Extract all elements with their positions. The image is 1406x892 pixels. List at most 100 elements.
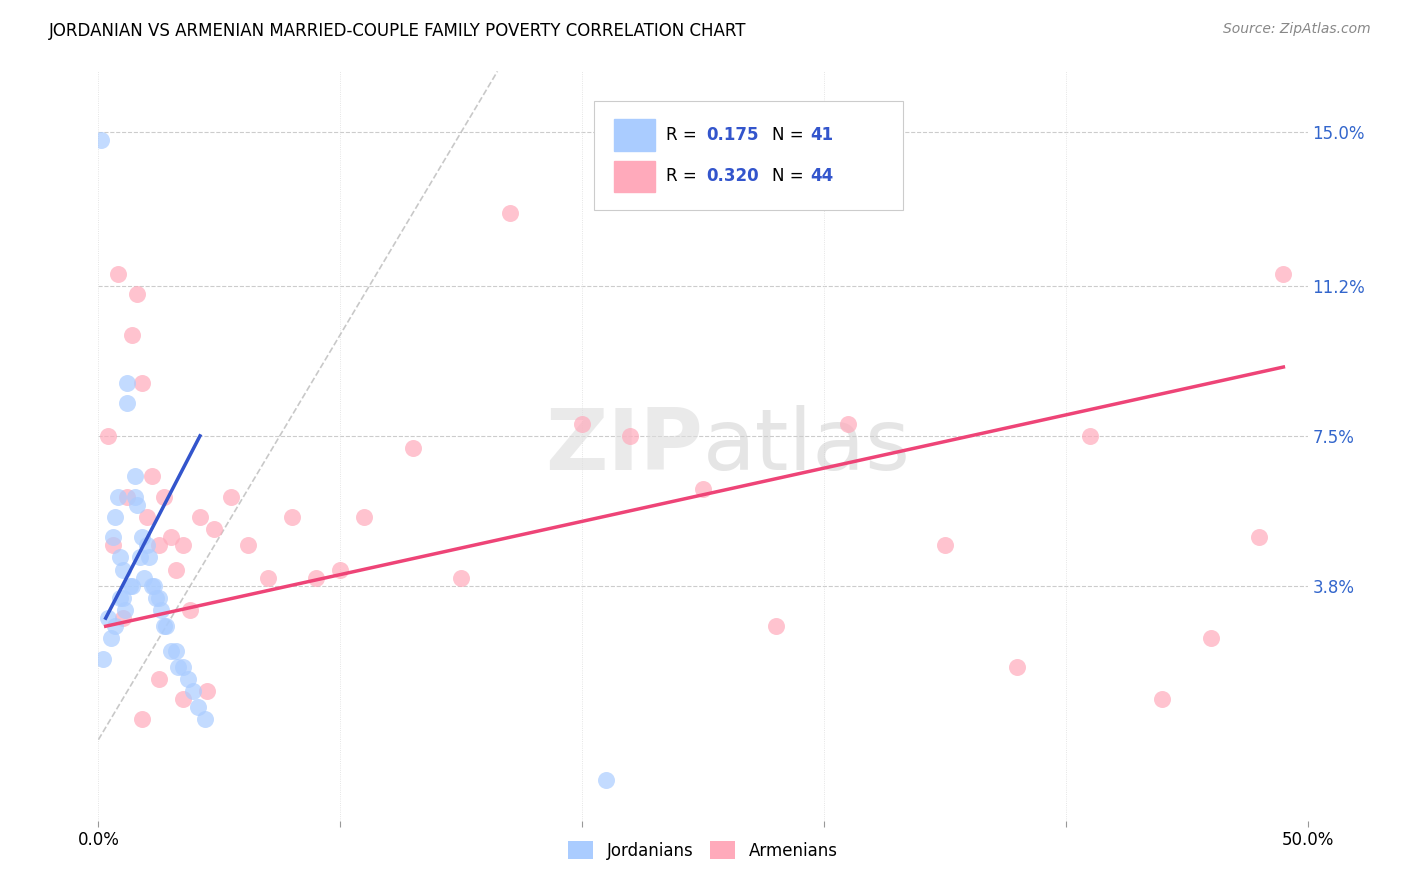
Text: JORDANIAN VS ARMENIAN MARRIED-COUPLE FAMILY POVERTY CORRELATION CHART: JORDANIAN VS ARMENIAN MARRIED-COUPLE FAM… — [49, 22, 747, 40]
FancyBboxPatch shape — [613, 161, 655, 192]
Point — [692, 482, 714, 496]
Point — [111, 611, 134, 625]
Point — [145, 591, 167, 605]
Point — [128, 550, 150, 565]
Point — [131, 530, 153, 544]
Point — [152, 619, 174, 633]
Legend: Jordanians, Armenians: Jordanians, Armenians — [562, 835, 844, 866]
Point — [107, 490, 129, 504]
Point — [188, 509, 211, 524]
Point — [165, 562, 187, 576]
Point — [187, 700, 209, 714]
Point — [118, 579, 141, 593]
Text: 41: 41 — [811, 126, 834, 144]
Point — [934, 538, 956, 552]
Point — [194, 712, 217, 726]
Point — [160, 643, 183, 657]
Point — [97, 429, 120, 443]
Point — [172, 659, 194, 673]
Point — [135, 538, 157, 552]
Point — [281, 509, 304, 524]
Point — [117, 490, 139, 504]
Point — [353, 509, 375, 524]
Point — [1249, 530, 1271, 544]
Point — [148, 672, 170, 686]
Point — [124, 469, 146, 483]
Point — [108, 550, 131, 565]
Point — [837, 417, 859, 431]
Point — [619, 429, 641, 443]
Point — [167, 659, 190, 673]
Point — [238, 538, 260, 552]
Point — [117, 396, 139, 410]
Text: Source: ZipAtlas.com: Source: ZipAtlas.com — [1223, 22, 1371, 37]
Point — [172, 692, 194, 706]
Text: 44: 44 — [811, 168, 834, 186]
Point — [121, 327, 143, 342]
Text: 0.320: 0.320 — [707, 168, 759, 186]
Point — [256, 571, 278, 585]
Point — [204, 522, 226, 536]
Point — [165, 643, 187, 657]
Point — [104, 509, 127, 524]
Point — [1152, 692, 1174, 706]
Point — [160, 530, 183, 544]
Text: 0.175: 0.175 — [707, 126, 759, 144]
Point — [195, 684, 218, 698]
Point — [402, 441, 425, 455]
Text: R =: R = — [665, 126, 702, 144]
Point — [131, 712, 153, 726]
Point — [1199, 632, 1222, 646]
Point — [90, 133, 112, 147]
Point — [138, 550, 160, 565]
Point — [134, 571, 156, 585]
Point — [100, 632, 122, 646]
Point — [155, 619, 177, 633]
Point — [221, 490, 243, 504]
Point — [571, 417, 593, 431]
Point — [111, 562, 134, 576]
Point — [148, 538, 170, 552]
Point — [135, 509, 157, 524]
Point — [148, 591, 170, 605]
Point — [450, 571, 472, 585]
Text: N =: N = — [772, 126, 808, 144]
Point — [91, 651, 114, 665]
Text: ZIP: ZIP — [546, 404, 703, 488]
Point — [114, 603, 136, 617]
FancyBboxPatch shape — [595, 102, 903, 210]
Point — [101, 530, 124, 544]
Point — [1272, 267, 1295, 281]
Point — [172, 538, 194, 552]
Point — [329, 562, 352, 576]
Point — [108, 591, 131, 605]
Point — [177, 672, 200, 686]
Point — [131, 376, 153, 391]
Point — [101, 538, 124, 552]
Point — [765, 619, 787, 633]
Point — [111, 591, 134, 605]
Point — [124, 490, 146, 504]
FancyBboxPatch shape — [613, 120, 655, 151]
Point — [127, 498, 149, 512]
Point — [305, 571, 328, 585]
Point — [498, 206, 520, 220]
Point — [97, 611, 120, 625]
Point — [141, 469, 163, 483]
Text: atlas: atlas — [703, 404, 911, 488]
Point — [143, 579, 166, 593]
Point — [1078, 429, 1101, 443]
Point — [107, 267, 129, 281]
Point — [117, 376, 139, 391]
Point — [141, 579, 163, 593]
Point — [179, 603, 201, 617]
Text: R =: R = — [665, 168, 702, 186]
Point — [121, 579, 143, 593]
Point — [1007, 659, 1029, 673]
Text: N =: N = — [772, 168, 808, 186]
Point — [152, 490, 174, 504]
Point — [181, 684, 204, 698]
Point — [150, 603, 173, 617]
Point — [595, 773, 617, 788]
Point — [104, 619, 127, 633]
